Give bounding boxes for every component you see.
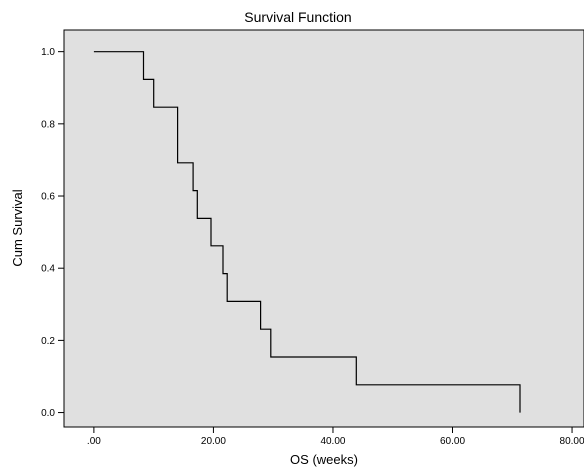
x-tick-label: .00: [87, 436, 101, 447]
x-axis: .00 20.00 40.00 60.00 80.00: [87, 427, 584, 447]
plot-area: [63, 29, 584, 428]
chart-title: Survival Function: [244, 9, 351, 25]
y-tick-label: 0.0: [41, 408, 55, 419]
y-tick-label: 0.6: [41, 192, 55, 203]
survival-step-line: [93, 51, 521, 413]
x-tick-label: 80.00: [560, 436, 584, 447]
y-tick-label: 0.2: [41, 336, 55, 347]
y-tick-label: 0.4: [41, 264, 55, 275]
y-axis-label: Cum Survival: [10, 189, 25, 266]
x-tick-label: 20.00: [201, 436, 226, 447]
y-axis: 0.0 0.2 0.4 0.6 0.8 1.0: [41, 47, 64, 419]
x-tick-label: 40.00: [320, 436, 345, 447]
y-tick-label: 0.8: [41, 119, 55, 130]
y-tick-label: 1.0: [41, 47, 55, 58]
x-axis-label: OS (weeks): [290, 452, 358, 467]
x-tick-label: 60.00: [440, 436, 465, 447]
